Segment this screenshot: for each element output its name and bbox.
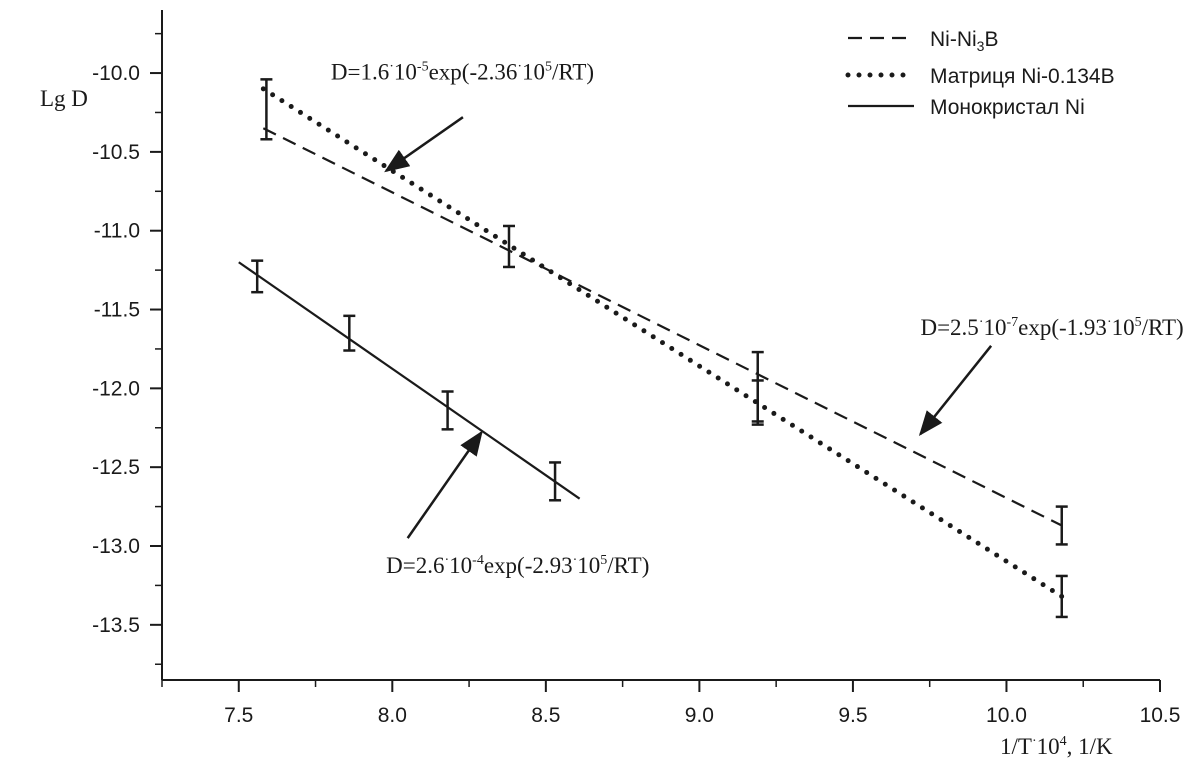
series-fit-line <box>260 86 1065 599</box>
series-fit-line <box>262 127 1063 527</box>
series-fit-line <box>238 261 581 500</box>
error-bar <box>441 390 454 431</box>
y-axis-label: Lg D <box>40 86 88 111</box>
error-bar <box>343 314 356 352</box>
y-tick-label: -10.5 <box>92 141 140 164</box>
formula-annotation: D=2.6·10-4exp(-2.93·105/RT) <box>386 553 649 578</box>
annotation-arrow <box>918 345 993 437</box>
x-tick-label: 8.0 <box>378 704 407 727</box>
series-3 <box>238 259 581 502</box>
axes: 7.5 8.0 8.5 9.0 9.5 10.0 10.5 -10.0 -10.5 -11.0 -1… <box>92 10 1180 727</box>
x-axis-label: 1/T·104, 1/K <box>1000 734 1113 759</box>
legend-entry: Матриця Ni-0.134B <box>930 65 1115 88</box>
error-bar <box>549 461 562 502</box>
error-bar <box>260 78 273 141</box>
legend-entry: Монокристал Ni <box>930 96 1085 119</box>
error-bar <box>251 259 264 294</box>
formula-annotation: D=1.6·10-5exp(-2.36·105/RT) <box>331 59 594 84</box>
error-bar <box>502 224 515 269</box>
x-tick-label: 8.5 <box>531 704 560 727</box>
annotation-arrow <box>384 116 464 173</box>
y-tick-label: -13.0 <box>92 535 140 558</box>
series-2 <box>260 86 1068 619</box>
x-tick-label: 7.5 <box>224 704 253 727</box>
legend-entry: Ni-Ni3B <box>930 28 998 54</box>
y-tick-label: -13.5 <box>92 614 140 637</box>
x-tick-label: 10.5 <box>1140 704 1181 727</box>
y-tick-label: -11.0 <box>94 220 140 243</box>
annotation-arrow <box>406 430 483 539</box>
y-tick-label: -12.5 <box>92 456 140 479</box>
series-1 <box>260 78 1068 546</box>
error-bar <box>1055 574 1068 619</box>
error-bar <box>751 379 764 423</box>
error-bar <box>1055 505 1068 546</box>
y-tick-label: -12.0 <box>92 377 140 400</box>
formula-annotation: D=2.5·10-7exp(-1.93·105/RT) <box>920 315 1183 340</box>
x-tick-label: 9.5 <box>838 704 867 727</box>
x-tick-label: 9.0 <box>685 704 714 727</box>
legend: Ni-Ni3B Матриця Ni-0.134B Монокристал Ni <box>845 28 1115 119</box>
annotations: D=1.6·10-5exp(-2.36·105/RT) D=2.5·10-7exp… <box>331 59 1184 577</box>
y-tick-label: -11.5 <box>94 299 140 322</box>
x-tick-label: 10.0 <box>986 704 1027 727</box>
y-tick-label: -10.0 <box>92 62 140 85</box>
plot-area <box>238 78 1068 619</box>
